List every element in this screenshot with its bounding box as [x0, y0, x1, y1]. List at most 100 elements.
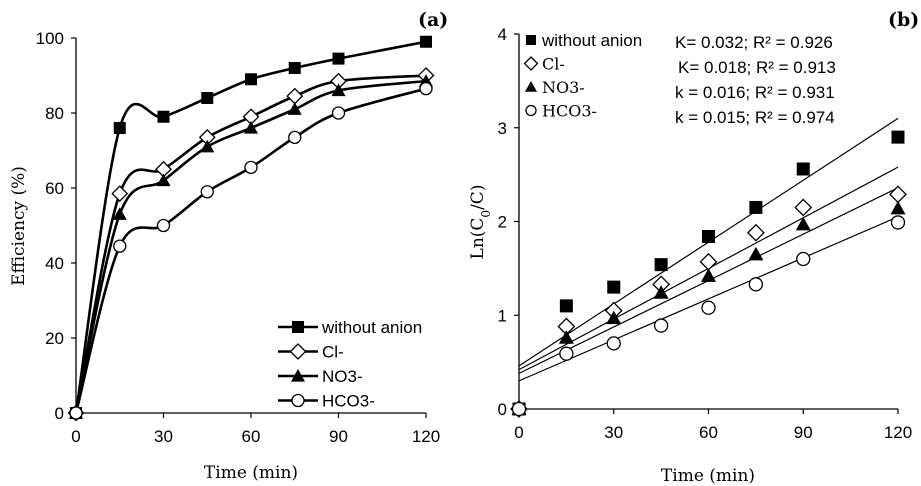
fit-annotation-2: K= 0.018; R² = 0.913 — [678, 58, 836, 77]
point-b-hco3-75 — [748, 277, 764, 292]
legend-label-b-without-anion: without anion — [541, 31, 642, 50]
legend-marker-b-hco3 — [525, 104, 537, 117]
point-b-hco3-45 — [653, 318, 669, 333]
point-b-hco3-60 — [701, 300, 716, 315]
point-b-hco3-30 — [606, 336, 621, 351]
y-axis-title-a: Efficiency (%) — [9, 166, 29, 286]
legend-marker-a-without-anion — [292, 321, 304, 333]
y-tick-label-b-1: 1 — [498, 306, 507, 325]
point-a-without-anion-30 — [157, 110, 170, 123]
point-b-without-anion-75 — [749, 200, 763, 214]
legend-marker-a-cl — [289, 343, 307, 360]
x-tick-label-a-0: 0 — [71, 427, 80, 446]
x-tick-label-a-60: 60 — [242, 427, 261, 446]
x-tick-label-b-30: 30 — [604, 423, 623, 442]
point-a-without-anion-45 — [201, 92, 214, 104]
point-b-without-anion-15 — [559, 299, 573, 313]
point-b-cl-60 — [699, 252, 718, 271]
point-b-hco3-120 — [890, 215, 906, 230]
point-a-hco3-60 — [244, 160, 258, 175]
series-line-without-anion — [74, 40, 427, 414]
y-tick-label-b-4: 4 — [498, 25, 507, 44]
y-tick-label-a-80: 80 — [45, 104, 64, 123]
point-b-without-anion-45 — [654, 258, 668, 272]
point-a-hco3-15 — [113, 239, 127, 253]
point-b-hco3-0 — [511, 401, 527, 417]
x-tick-label-b-0: 0 — [514, 423, 523, 442]
point-b-without-anion-60 — [702, 230, 715, 243]
legend-marker-b-no3 — [525, 81, 537, 92]
legend-label-a-hco3: HCO3- — [322, 392, 375, 411]
point-a-no3-75 — [287, 102, 302, 115]
legend-a: without anion Cl- NO3- HCO3- — [278, 318, 422, 411]
y-axis-title-b-main: Ln(C — [468, 218, 488, 260]
point-b-no3-60 — [701, 268, 716, 282]
panel-label-b: (b) — [888, 9, 919, 31]
x-tick-label-a-90: 90 — [329, 427, 348, 446]
point-b-hco3-90 — [796, 251, 811, 267]
point-a-hco3-75 — [288, 130, 302, 145]
x-tick-label-a-30: 30 — [154, 427, 173, 446]
point-b-cl-120 — [889, 185, 907, 204]
point-b-cl-90 — [794, 198, 813, 217]
panel-b: (b) Time (min) Ln(C0/C) K= 0.032; R² = 0… — [468, 9, 919, 486]
legend-label-b-no3: NO3- — [542, 78, 585, 97]
y-tick-label-b-3: 3 — [498, 119, 507, 138]
x-axis-title-b: Time (min) — [661, 466, 755, 486]
point-b-hco3-15 — [559, 346, 574, 361]
x-axis-title-a: Time (min) — [204, 463, 298, 483]
point-a-no3-15 — [112, 207, 127, 220]
point-a-no3-60 — [244, 121, 258, 134]
legend-marker-a-no3 — [291, 369, 305, 382]
point-b-without-anion-90 — [796, 162, 810, 176]
point-a-hco3-120 — [419, 81, 433, 96]
point-b-no3-45 — [653, 285, 669, 299]
point-b-without-anion-120 — [891, 130, 905, 144]
x-tick-label-b-90: 90 — [794, 423, 813, 442]
fit-annotation-1: K= 0.032; R² = 0.926 — [675, 33, 833, 52]
point-b-no3-75 — [748, 246, 764, 261]
point-a-no3-30 — [156, 173, 171, 187]
fit-annotation-3: k = 0.016; R² = 0.931 — [675, 83, 835, 102]
point-a-hco3-45 — [200, 185, 214, 199]
y-tick-label-b-2: 2 — [498, 213, 507, 232]
legend-label-a-no3: NO3- — [322, 367, 363, 386]
panel-a: (a) Time (min) Efficiency (%) 0 30 60 90 120… — [9, 9, 448, 483]
x-tick-label-a-120: 120 — [412, 427, 440, 446]
point-a-without-anion-60 — [245, 73, 257, 86]
point-a-cl-75 — [286, 87, 304, 105]
series-line-hco3 — [74, 87, 427, 414]
point-a-without-anion-90 — [332, 52, 345, 65]
legend-marker-b-cl — [523, 56, 539, 71]
legend-label-b-hco3: HCO3- — [542, 102, 597, 121]
legend-marker-a-hco3 — [291, 393, 305, 408]
x-tick-label-b-120: 120 — [884, 423, 912, 442]
y-axis-title-b-sub: 0 — [479, 210, 493, 218]
legend-label-a-without-anion: without anion — [321, 318, 422, 337]
point-b-no3-120 — [890, 200, 906, 215]
legend-label-b-cl: Cl- — [542, 55, 565, 74]
y-axis-title-b-tail: /C) — [468, 185, 488, 210]
panel-label-a: (a) — [418, 9, 448, 31]
y-tick-label-a-60: 60 — [45, 179, 64, 198]
point-b-cl-75 — [746, 223, 765, 242]
legend-marker-b-without-anion — [526, 35, 536, 45]
y-axis-title-b: Ln(C0/C) — [468, 185, 493, 260]
point-a-hco3-0 — [69, 406, 83, 420]
point-a-no3-90 — [331, 83, 346, 97]
y-tick-label-a-100: 100 — [36, 29, 64, 48]
y-tick-label-a-0: 0 — [55, 404, 64, 423]
point-a-no3-45 — [200, 139, 215, 153]
legend-b: without anion Cl- NO3- HCO3- — [523, 31, 642, 121]
point-a-cl-15 — [111, 185, 129, 203]
point-b-no3-30 — [606, 310, 622, 325]
point-a-without-anion-120 — [420, 35, 432, 48]
point-b-no3-90 — [795, 216, 811, 231]
fit-line-hco3 — [518, 216, 899, 382]
x-tick-label-b-60: 60 — [699, 423, 718, 442]
y-tick-label-a-40: 40 — [45, 254, 64, 273]
point-a-without-anion-75 — [288, 62, 301, 74]
point-b-without-anion-30 — [607, 280, 621, 294]
point-a-hco3-90 — [331, 106, 346, 120]
